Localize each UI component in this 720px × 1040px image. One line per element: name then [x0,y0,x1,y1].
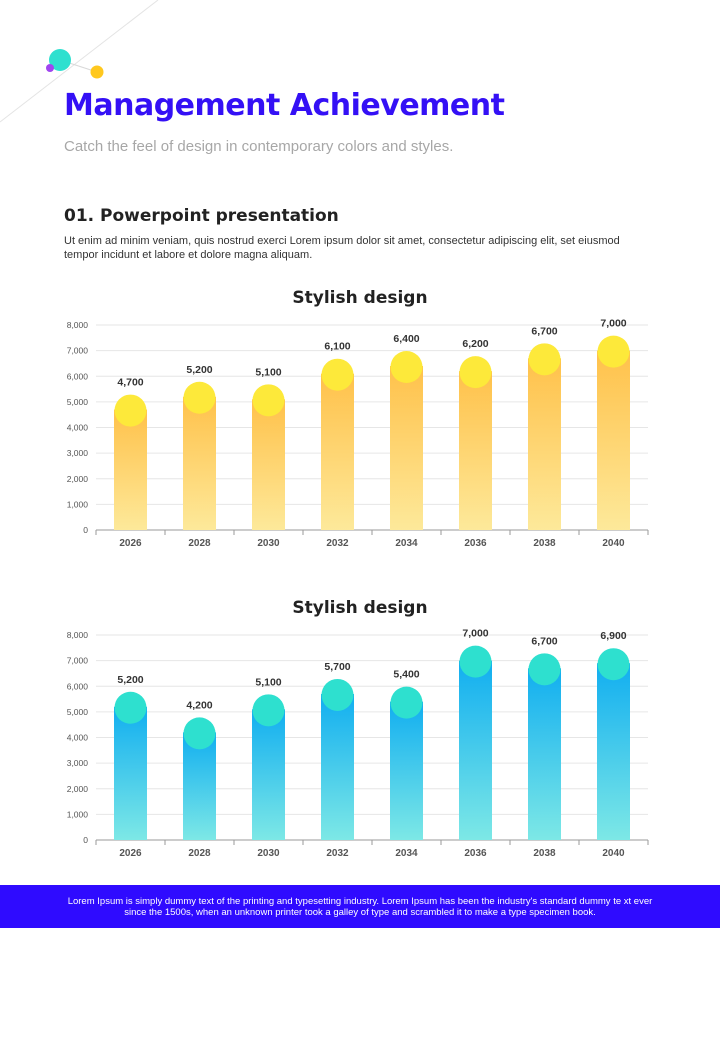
x-tick-label: 2026 [119,538,142,549]
bar-cap-circle [114,691,147,724]
data-label: 5,100 [255,366,281,378]
data-label: 5,400 [393,669,419,681]
data-label: 4,200 [186,699,212,711]
bar [390,366,423,530]
data-label: 5,100 [255,676,281,688]
chart-title: Stylish design [292,288,427,308]
bar-cap-circle [597,648,630,681]
bar-cap-circle [528,653,561,686]
y-tick-label: 2,000 [67,474,89,484]
x-tick-label: 2040 [602,848,625,859]
y-tick-label: 7,000 [67,656,89,666]
y-tick-label: 1,000 [67,499,89,509]
x-tick-label: 2034 [395,848,418,859]
y-tick-label: 4,000 [67,423,89,433]
data-label: 5,700 [324,661,350,673]
bar-cap-circle [459,356,492,389]
bar [528,358,561,530]
bar [459,371,492,530]
bar-cap-circle [459,645,492,678]
data-label: 6,700 [531,325,557,337]
x-tick-label: 2038 [533,848,556,859]
y-tick-label: 2,000 [67,784,89,794]
bar-chart-yellow: Stylish design 0 1,000 2,000 3,000 4,000 5,000… [67,288,649,549]
bar [390,701,423,840]
data-label: 6,900 [600,630,626,642]
x-tick-label: 2030 [257,848,280,859]
y-tick-label: 7,000 [67,346,89,356]
y-tick-label: 8,000 [67,320,89,330]
data-label: 6,100 [324,341,350,353]
y-tick-label: 5,000 [67,397,89,407]
decor-dot-teal [49,49,71,71]
bar [114,706,147,840]
data-label: 4,700 [117,377,143,389]
bar-cap-circle [528,343,561,376]
bar-cap-circle [252,694,285,727]
section-body: Ut enim ad minim veniam, quis nostrud ex… [64,235,620,261]
footer-bar: Lorem Ipsum is simply dummy text of the … [0,885,720,928]
y-tick-label: 1,000 [67,809,89,819]
x-tick-label: 2040 [602,538,625,549]
decor-dot-purple [46,64,54,72]
bar [459,660,492,840]
page-subtitle: Catch the feel of design in contemporary… [64,138,454,155]
y-tick-label: 6,000 [67,371,89,381]
page-title: Management Achievement [64,88,505,123]
bar-cap-circle [321,678,354,711]
data-label: 6,400 [393,333,419,345]
data-label: 6,700 [531,635,557,647]
bar [528,668,561,840]
y-tick-label: 3,000 [67,758,89,768]
y-tick-label: 0 [83,525,88,535]
data-label: 7,000 [462,628,488,640]
data-label: 7,000 [600,318,626,330]
x-tick-label: 2026 [119,848,142,859]
bar [183,396,216,530]
x-tick-label: 2038 [533,538,556,549]
bar [114,409,147,530]
y-tick-label: 3,000 [67,448,89,458]
bar-cap-circle [114,394,147,427]
y-tick-label: 8,000 [67,630,89,640]
bar [252,399,285,530]
y-tick-label: 6,000 [67,681,89,691]
bar-cap-circle [183,717,216,750]
bar [321,693,354,840]
bar [321,373,354,530]
bar-cap-circle [390,351,423,383]
chart-title: Stylish design [292,598,427,618]
y-tick-label: 5,000 [67,707,89,717]
decorative-graphic [0,0,159,123]
x-tick-label: 2036 [464,848,487,859]
bar [597,663,630,840]
x-tick-label: 2034 [395,538,418,549]
data-label: 6,200 [462,338,488,350]
bar-cap-circle [252,384,285,417]
bar-cap-circle [183,381,216,414]
bar-cap-circle [390,686,423,719]
footer-text: Lorem Ipsum is simply dummy text of the … [67,896,653,918]
bar-cap-circle [597,335,630,368]
decor-dot-yellow [90,65,104,79]
x-tick-label: 2028 [188,848,211,859]
data-label: 5,200 [186,364,212,376]
y-tick-label: 4,000 [67,733,89,743]
x-tick-label: 2032 [326,538,349,549]
x-tick-label: 2036 [464,538,487,549]
section-heading: 01. Powerpoint presentation [64,206,339,226]
x-tick-label: 2028 [188,538,211,549]
data-label: 5,200 [117,674,143,686]
bar [183,732,216,840]
bar [252,709,285,840]
x-tick-label: 2032 [326,848,349,859]
bar-cap-circle [321,358,354,391]
bar [597,350,630,530]
bar-chart-blue: Stylish design 0 1,000 2,000 3,000 4,000 5,000… [67,598,649,859]
y-tick-label: 0 [83,835,88,845]
x-tick-label: 2030 [257,538,280,549]
